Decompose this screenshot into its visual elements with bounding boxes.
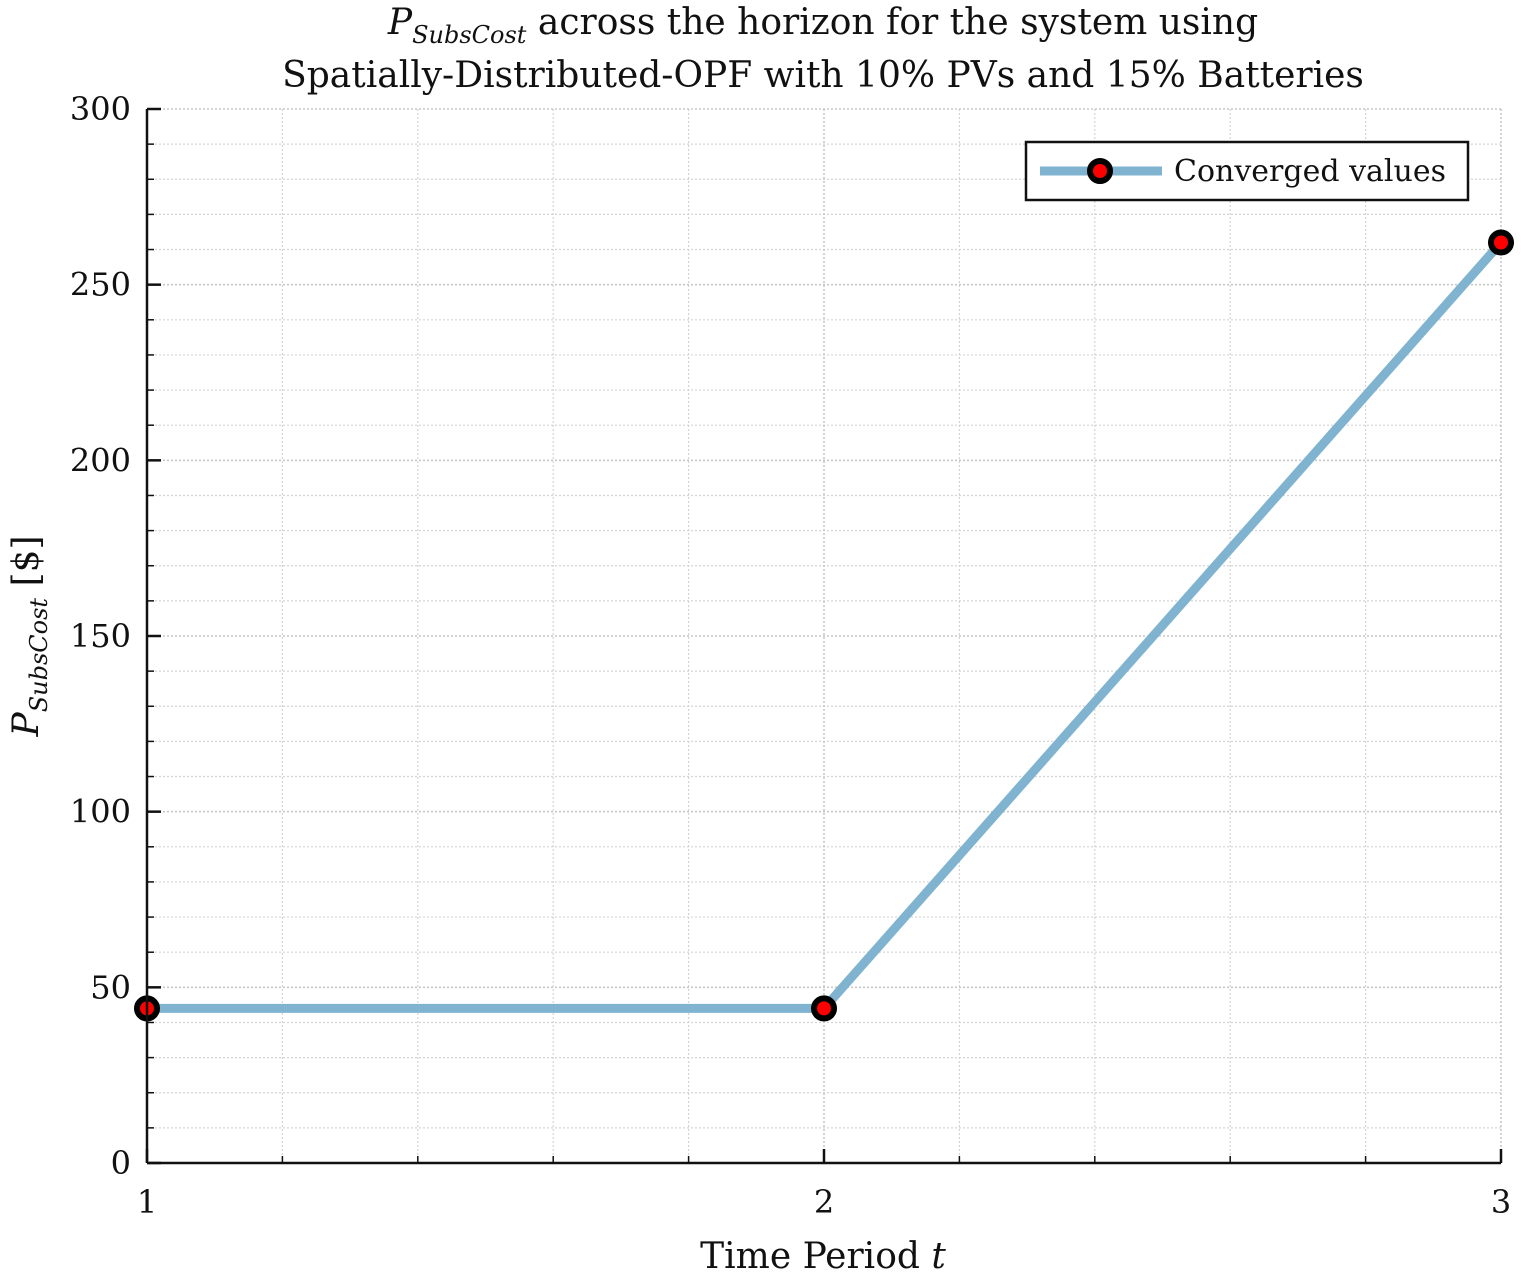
y-tick-label: 50 xyxy=(90,968,131,1006)
y-tick-label: 200 xyxy=(70,441,131,479)
title-var-main: P xyxy=(387,2,413,43)
title-var-sub: SubsCost xyxy=(412,21,527,49)
x-tick-label: 1 xyxy=(137,1183,157,1221)
legend-label: Converged values xyxy=(1174,154,1446,189)
y-tick-label: 300 xyxy=(70,90,131,128)
x-axis-label-text: Time Period xyxy=(700,1236,931,1274)
y-axis-label-unit: [$] xyxy=(6,535,47,597)
chart-title-line-1: PSubsCost across the horizon for the sys… xyxy=(387,2,1258,49)
y-axis-label-var-main: P xyxy=(6,712,47,738)
y-tick-label: 0 xyxy=(111,1144,131,1182)
x-axis-label-var: t xyxy=(931,1236,946,1274)
y-tick-label: 150 xyxy=(70,617,131,655)
y-tick-label: 250 xyxy=(70,266,131,304)
series xyxy=(134,229,1514,1022)
y-axis-label: PSubsCost [$] xyxy=(6,535,53,737)
x-tick-label: 3 xyxy=(1491,1183,1511,1221)
x-axis-label: Time Period t xyxy=(700,1236,946,1274)
y-axis-label-var-sub: SubsCost xyxy=(25,598,53,713)
title-line-1-rest: across the horizon for the system using xyxy=(526,2,1258,43)
legend-marker-sample xyxy=(1087,158,1113,184)
axes: 0 50 100 150 200 250 300 1 2 3 xyxy=(70,90,1511,1221)
chart-title-line-2: Spatially-Distributed-OPF with 10% PVs a… xyxy=(282,55,1364,96)
x-tick-label: 2 xyxy=(814,1183,834,1221)
data-point xyxy=(1488,229,1514,256)
data-point xyxy=(811,995,837,1022)
legend: Converged values xyxy=(1024,140,1470,202)
y-tick-label: 100 xyxy=(70,793,131,831)
